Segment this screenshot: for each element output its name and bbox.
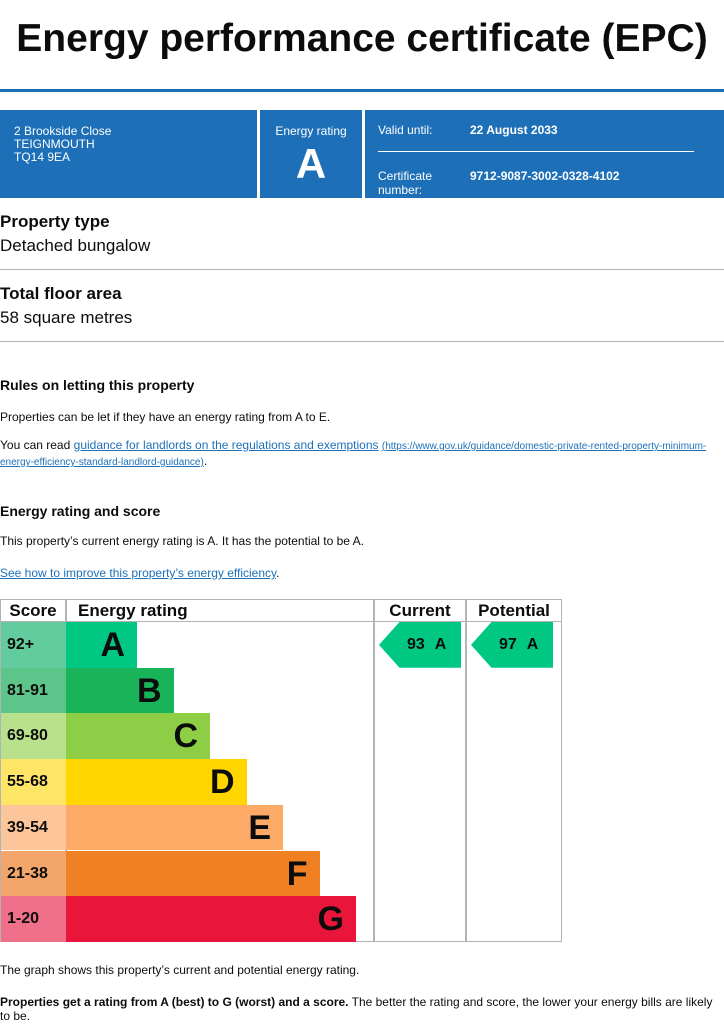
score-cell: 21-38 [1,850,66,897]
rating-bar: B [66,667,174,714]
rating-letter: A [295,140,327,187]
arrow-score: 97 [499,636,517,653]
rating-bar: D [66,759,247,805]
text: . [203,454,208,468]
divider [378,151,694,152]
paragraph: Properties get a rating from A (best) to… [0,995,724,1023]
cert-box: Valid until: 22 August 2033 Certificate … [365,110,724,198]
rating-bar: A [66,622,137,668]
section-heading: Energy rating and score [0,503,161,519]
score-cell: 1-20 [1,896,66,942]
link-url[interactable]: (https://www.gov.uk/guidance/domestic-pr… [0,441,707,468]
link[interactable]: guidance for landlords on the regulation… [73,438,379,452]
column-header: Score [0,599,66,622]
address-line: TQ14 9EA [14,150,71,164]
column-header: Current [374,599,466,622]
section-heading: Total floor area [0,284,122,303]
rating-label: Energy rating [275,124,347,138]
section-value: 58 square metres [0,308,133,327]
cert-number: 9712-9087-3002-0328-4102 [470,169,620,183]
epc-table: Score Energy rating Current Potential 92+ A 81… [0,599,562,942]
section-value: Detached bungalow [0,236,151,255]
paragraph: You can read guidance for landlords on t… [0,438,724,470]
arrow-rating: A [526,636,539,653]
text: You can read [0,438,71,452]
divider [0,341,724,342]
paragraph: This property’s current energy rating is… [0,534,364,548]
address-line: 2 Brookside Close [14,124,112,138]
arrow-rating: A [434,636,447,653]
valid-label: Valid until: [378,123,433,137]
valid-date: 22 August 2033 [470,123,558,137]
column [374,621,466,942]
rating-bar: E [66,804,283,851]
score-cell: 39-54 [1,804,66,851]
rule [0,89,724,92]
paragraph: The graph shows this property’s current … [0,963,360,977]
score-cell: 92+ [1,622,66,668]
score-cell: 69-80 [1,713,66,760]
address-box: 2 Brookside Close TEIGNMOUTH TQ14 9EA [0,110,257,198]
address-line: TEIGNMOUTH [14,137,95,151]
title: Energy performance certificate (EPC) [16,17,708,60]
paragraph: Properties can be let if they have an en… [0,410,331,424]
rating-bar: C [66,713,210,760]
column [466,621,562,942]
divider [0,269,724,270]
text: The better the rating and score, the low… [0,995,713,1023]
rating-box: Energy rating A [260,110,362,198]
link[interactable]: See how to improve this property’s energ… [0,566,277,580]
score-cell: 81-91 [1,667,66,714]
text: Properties get a rating from A (best) to… [0,995,349,1009]
column-header: Potential [466,599,562,622]
cert-label: Certificate number: [378,169,433,197]
column-header: Energy rating [66,599,374,622]
section-heading: Property type [0,212,110,231]
section-heading: Rules on letting this property [0,377,195,393]
paragraph: See how to improve this property’s energ… [0,566,279,580]
arrow-score: 93 [407,636,425,653]
rating-bar: G [66,896,356,942]
text: . [276,566,280,580]
rating-bar: F [66,850,320,897]
score-cell: 55-68 [1,759,66,805]
